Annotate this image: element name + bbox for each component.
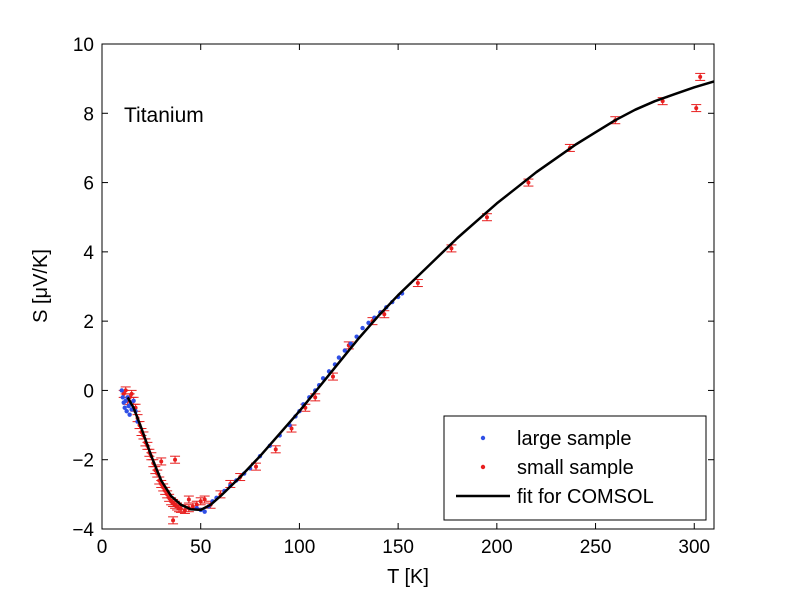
y-tick-label: −4 [72, 520, 94, 541]
small-sample-point [183, 495, 194, 504]
large-sample-point [366, 320, 371, 326]
y-tick-label: 8 [83, 104, 94, 125]
legend-marker-large [480, 435, 486, 441]
large-sample-point [131, 398, 136, 404]
axis-ticks: 0 50 100 150 200 250 300 −4 −2 0 2 4 6 8 10 [72, 35, 714, 558]
small-sample-point [691, 104, 702, 113]
y-axis-label: S [μV/K] [30, 249, 52, 323]
small-sample-point [310, 393, 321, 402]
fit-line [126, 80, 714, 512]
data-layer [118, 72, 714, 525]
x-tick-label: 150 [382, 537, 414, 558]
large-sample-point [360, 325, 365, 331]
y-tick-label: 6 [83, 174, 94, 195]
plot-frame [101, 43, 715, 530]
large-sample-point [120, 395, 125, 400]
x-tick-label: 200 [481, 537, 513, 558]
y-tick-label: 10 [73, 35, 94, 56]
small-sample-point [199, 495, 210, 504]
large-sample-point [124, 409, 129, 414]
small-sample-point [170, 455, 181, 464]
x-tick-label: 300 [678, 537, 710, 558]
small-sample-point [327, 372, 338, 381]
large-sample-point [122, 405, 127, 410]
y-tick-label: −2 [72, 451, 94, 472]
large-sample-point [119, 388, 124, 393]
small-sample-point [156, 457, 167, 466]
legend-label-fit: fit for COMSOL [517, 486, 654, 508]
small-sample-point [168, 516, 179, 525]
x-tick-label: 50 [190, 537, 211, 558]
x-tick-label: 250 [580, 537, 612, 558]
large-sample-point [342, 348, 348, 353]
legend-label-large: large sample [517, 428, 632, 450]
small-sample-point [523, 178, 534, 187]
x-axis-label: T [K] [387, 566, 429, 588]
x-tick-label: 100 [284, 537, 316, 558]
large-sample-point [336, 355, 342, 360]
legend: large sample small sample fit for COMSOL [443, 415, 707, 521]
annotation-label: Titanium [124, 104, 204, 127]
large-sample-point [348, 341, 353, 346]
large-sample-point [127, 412, 132, 417]
large-sample-point [202, 509, 207, 514]
y-tick-label: 4 [83, 243, 94, 264]
small-sample-point [195, 497, 206, 506]
y-tick-label: 0 [83, 381, 94, 402]
small-sample-point [120, 386, 131, 395]
large-sample-point [123, 398, 128, 404]
legend-label-small: small sample [517, 457, 634, 479]
legend-marker-small [480, 464, 486, 470]
x-tick-label: 0 [97, 537, 108, 558]
small-sample-point [270, 445, 281, 454]
y-tick-label: 2 [83, 312, 94, 333]
legend-box [443, 415, 707, 521]
small-sample-point [695, 72, 706, 81]
